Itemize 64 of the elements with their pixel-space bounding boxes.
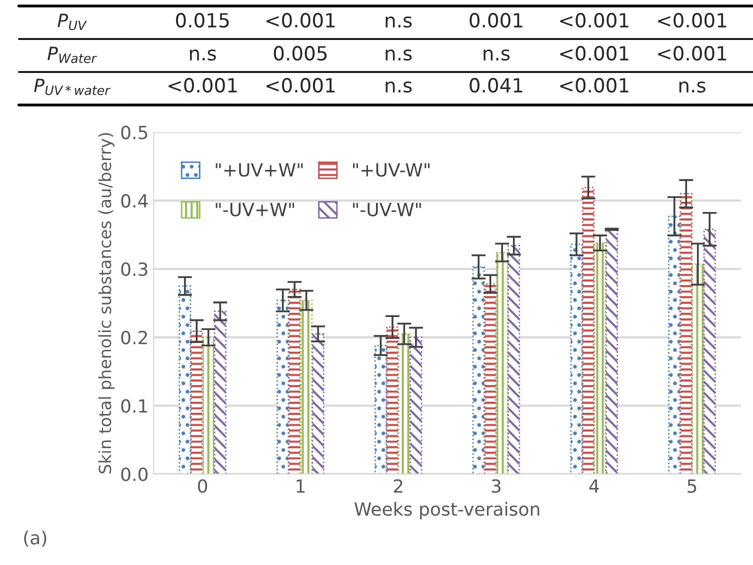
- text: <0.001: [658, 12, 726, 28]
- text: n.s: [386, 81, 412, 93]
- bar: [582, 186, 595, 474]
- bar: [680, 193, 692, 474]
- text: 0.041: [470, 78, 522, 93]
- bar: [668, 216, 681, 474]
- text: n.s: [386, 16, 412, 28]
- bar: [300, 300, 313, 474]
- legend-label: "+UV+W": [216, 163, 303, 177]
- text: P$_{UV}$: [58, 14, 87, 30]
- text: <0.001: [560, 46, 628, 61]
- text: <0.001: [266, 78, 335, 93]
- bar: [178, 285, 192, 474]
- legend-label: "-UV+W": [216, 202, 294, 216]
- x-tick-label: 5: [688, 479, 696, 493]
- y-axis-title: Skin total phenolic substances (au/berry): [98, 133, 114, 474]
- text: 0.001: [470, 12, 522, 28]
- y-tick-label: 0.4: [121, 194, 148, 208]
- x-tick-label: 2: [394, 479, 402, 493]
- text: 0.005: [274, 46, 327, 61]
- bar: [410, 336, 422, 474]
- bar: [374, 344, 387, 474]
- y-tick-label: 0.2: [121, 330, 147, 344]
- legend-label: "-UV-W": [353, 202, 421, 216]
- bar: [214, 310, 226, 474]
- y-tick-label: 0.1: [121, 399, 148, 413]
- bar: [472, 266, 485, 474]
- text: <0.001: [560, 12, 628, 28]
- text: n.s: [386, 49, 412, 61]
- bar: [508, 245, 520, 474]
- bar: [202, 336, 215, 474]
- bar: [312, 333, 324, 474]
- text: 0.015: [176, 12, 229, 28]
- y-tick-label: 0.5: [121, 126, 148, 140]
- text: <0.001: [560, 78, 628, 93]
- bar: [692, 263, 704, 474]
- x-tick-label: 3: [492, 479, 501, 493]
- bar: [276, 300, 290, 474]
- text: P$_{UV*water}$: [34, 78, 110, 96]
- text: P$_{Water}$: [48, 46, 97, 64]
- text: n.s: [190, 49, 216, 61]
- bar: [484, 283, 497, 474]
- bar: [605, 228, 618, 474]
- y-tick-label: 0.3: [121, 262, 148, 276]
- bar: [570, 244, 583, 474]
- text: (a): [24, 530, 46, 547]
- text: n.s: [484, 49, 510, 61]
- text: <0.001: [168, 78, 237, 93]
- x-tick-label: 1: [296, 479, 305, 493]
- text: <0.001: [658, 46, 726, 61]
- bar: [288, 288, 301, 474]
- legend-label: "+UV-W": [353, 163, 430, 177]
- bar: [594, 242, 606, 474]
- bar: [496, 252, 508, 474]
- bar: [386, 326, 399, 474]
- text: n.s: [679, 81, 706, 93]
- x-axis-title: Weeks post-veraison: [354, 502, 540, 520]
- bar: [190, 330, 203, 474]
- bar: [703, 228, 716, 474]
- text: <0.001: [266, 12, 335, 28]
- x-tick-label: 4: [589, 479, 599, 493]
- x-tick-label: 0: [198, 479, 208, 493]
- bar: [398, 333, 410, 474]
- y-tick-label: 0.0: [121, 467, 148, 482]
